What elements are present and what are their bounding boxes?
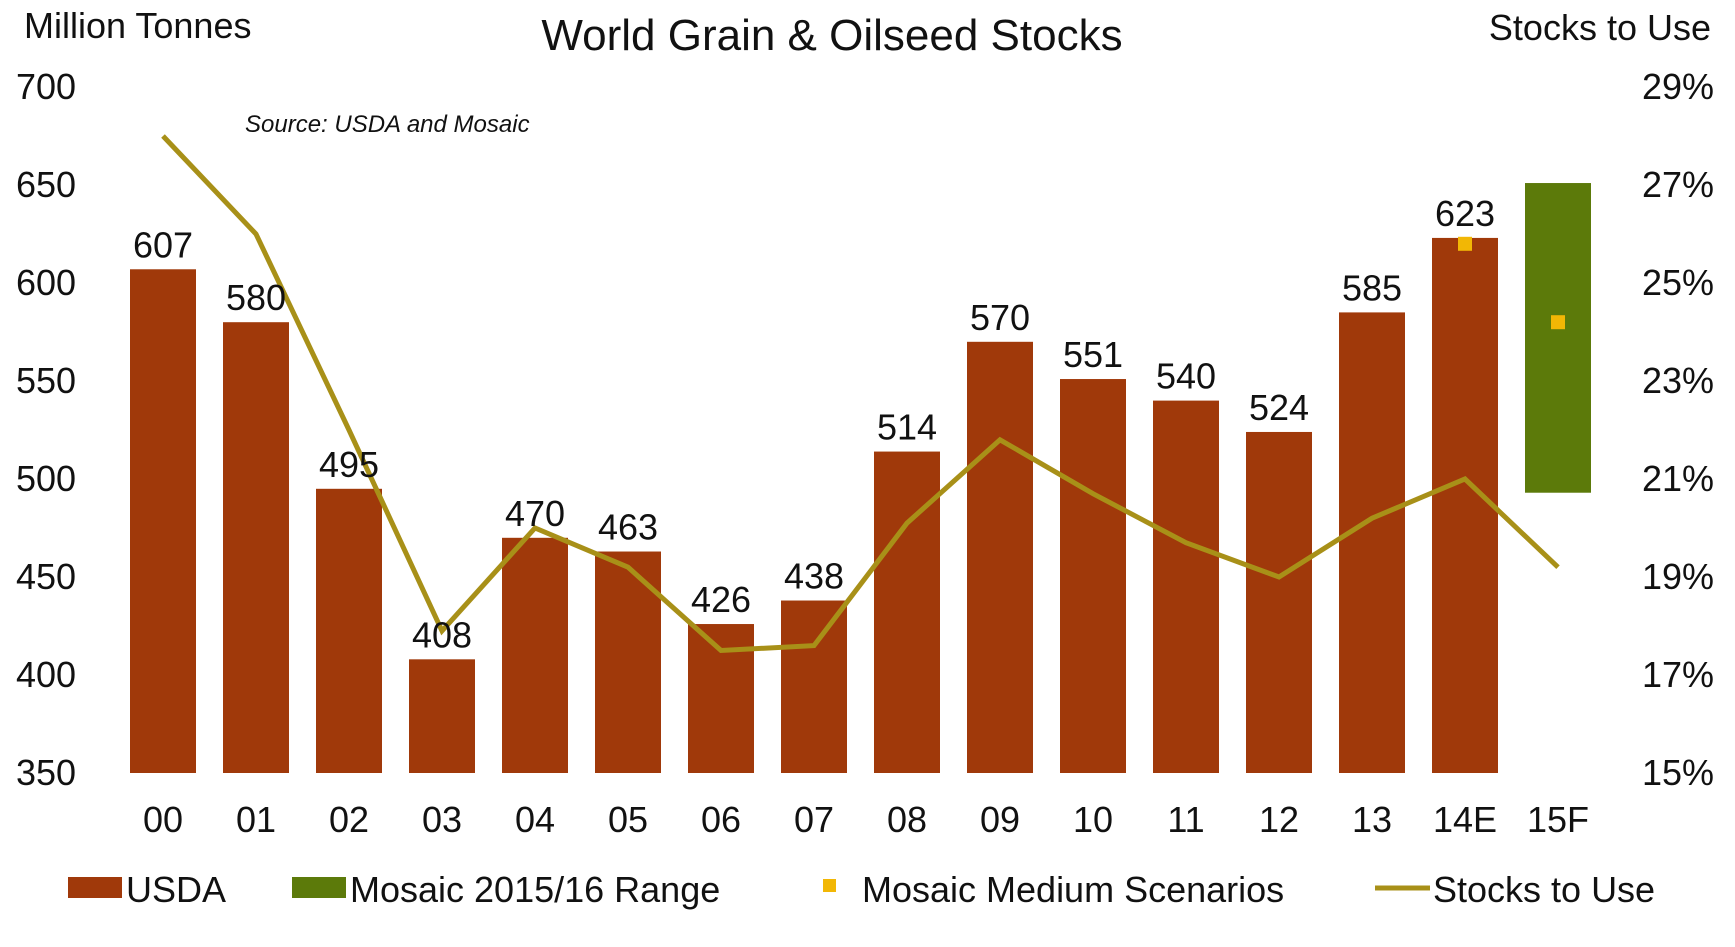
bar-value-label: 623 xyxy=(1435,193,1495,234)
category-label: 02 xyxy=(329,799,369,840)
category-label: 00 xyxy=(143,799,183,840)
category-label: 13 xyxy=(1352,799,1392,840)
legend: USDA Mosaic 2015/16 Range Mosaic Medium Sc… xyxy=(68,869,1655,910)
left-axis-label: Million Tonnes xyxy=(24,5,251,46)
bar-value-labels: 607 580 495 408 470 463 426 438 514 570 551 540 524 5… xyxy=(133,193,1495,655)
right-axis-tick-label: 29% xyxy=(1642,66,1714,107)
category-label: 09 xyxy=(980,799,1020,840)
bar-value-label: 408 xyxy=(412,614,472,655)
usda-bar xyxy=(1246,431,1312,773)
legend-label: Mosaic 2015/16 Range xyxy=(350,869,720,910)
right-axis-tick-label: 27% xyxy=(1642,164,1714,205)
bar-value-label: 570 xyxy=(970,297,1030,338)
legend-label: Stocks to Use xyxy=(1433,869,1655,910)
bar-value-label: 524 xyxy=(1249,387,1309,428)
usda-bar xyxy=(688,624,754,773)
category-label: 01 xyxy=(236,799,276,840)
left-axis-tick-label: 450 xyxy=(16,556,76,597)
usda-bar xyxy=(1060,379,1126,773)
bar-value-label: 438 xyxy=(784,556,844,597)
category-label: 15F xyxy=(1527,799,1589,840)
usda-bar xyxy=(223,322,289,773)
mosaic-medium-marker xyxy=(1551,315,1565,330)
category-label: 04 xyxy=(515,799,555,840)
usda-bar xyxy=(781,600,847,773)
stocks-to-use-line-group xyxy=(161,134,1560,654)
legend-swatch xyxy=(68,877,122,898)
right-axis-tick-label: 17% xyxy=(1642,654,1714,695)
category-label: 12 xyxy=(1259,799,1299,840)
usda-bar xyxy=(1432,237,1498,774)
bar-value-label: 580 xyxy=(226,277,286,318)
category-label: 14E xyxy=(1433,799,1497,840)
category-label: 08 xyxy=(887,799,927,840)
bar-value-label: 514 xyxy=(877,407,937,448)
right-axis-tick-label: 21% xyxy=(1642,458,1714,499)
left-axis-tick-label: 500 xyxy=(16,458,76,499)
static-text-layer: World Grain & Oilseed Stocks Source: USD… xyxy=(24,5,1711,138)
bar-value-label: 540 xyxy=(1156,356,1216,397)
left-axis-tick-label: 600 xyxy=(16,262,76,303)
mosaic-range-bar xyxy=(1525,183,1591,493)
left-axis-tick-label: 700 xyxy=(16,66,76,107)
usda-bar xyxy=(1153,400,1219,773)
bar-value-label: 495 xyxy=(319,444,379,485)
mosaic-range-bar-group xyxy=(1525,183,1591,493)
usda-bar xyxy=(1339,312,1405,773)
chart-title: World Grain & Oilseed Stocks xyxy=(541,11,1122,60)
category-label: 06 xyxy=(701,799,741,840)
usda-bar xyxy=(409,659,475,773)
bar-value-label: 426 xyxy=(691,579,751,620)
left-axis-ticks: 700 650 600 550 500 450 400 350 xyxy=(16,66,76,793)
mosaic-medium-marker xyxy=(1458,236,1472,251)
legend-label: USDA xyxy=(126,869,226,910)
category-label: 05 xyxy=(608,799,648,840)
usda-bar xyxy=(130,269,196,773)
right-axis-tick-label: 25% xyxy=(1642,262,1714,303)
bar-value-label: 585 xyxy=(1342,267,1402,308)
usda-bar xyxy=(316,488,382,773)
category-label: 10 xyxy=(1073,799,1113,840)
right-axis-ticks: 29% 27% 25% 23% 21% 19% 17% 15% xyxy=(1642,66,1714,793)
stocks-to-use-line xyxy=(161,134,1560,654)
category-label: 11 xyxy=(1167,799,1204,840)
right-axis-tick-label: 15% xyxy=(1642,752,1714,793)
left-axis-tick-label: 550 xyxy=(16,360,76,401)
usda-bar xyxy=(967,341,1033,773)
right-axis-tick-label: 19% xyxy=(1642,556,1714,597)
left-axis-tick-label: 350 xyxy=(16,752,76,793)
left-axis-tick-label: 650 xyxy=(16,164,76,205)
right-axis-tick-label: 23% xyxy=(1642,360,1714,401)
right-axis-label: Stocks to Use xyxy=(1489,7,1711,48)
legend-swatch xyxy=(292,877,346,898)
category-label: 07 xyxy=(794,799,834,840)
bar-value-label: 551 xyxy=(1063,334,1123,375)
bar-value-label: 470 xyxy=(505,493,565,534)
legend-label: Mosaic Medium Scenarios xyxy=(862,869,1284,910)
left-axis-tick-label: 400 xyxy=(16,654,76,695)
category-labels: 00 01 02 03 04 05 06 07 08 09 10 11 12 13 14E 15F xyxy=(143,799,1589,840)
usda-bar xyxy=(502,537,568,773)
mosaic-medium-markers xyxy=(1458,236,1565,330)
category-label: 03 xyxy=(422,799,462,840)
usda-bars xyxy=(130,237,1498,774)
chart-subtitle: Source: USDA and Mosaic xyxy=(245,111,530,138)
bar-value-label: 607 xyxy=(133,224,193,265)
legend-marker xyxy=(823,879,836,892)
bar-value-label: 463 xyxy=(598,507,658,548)
